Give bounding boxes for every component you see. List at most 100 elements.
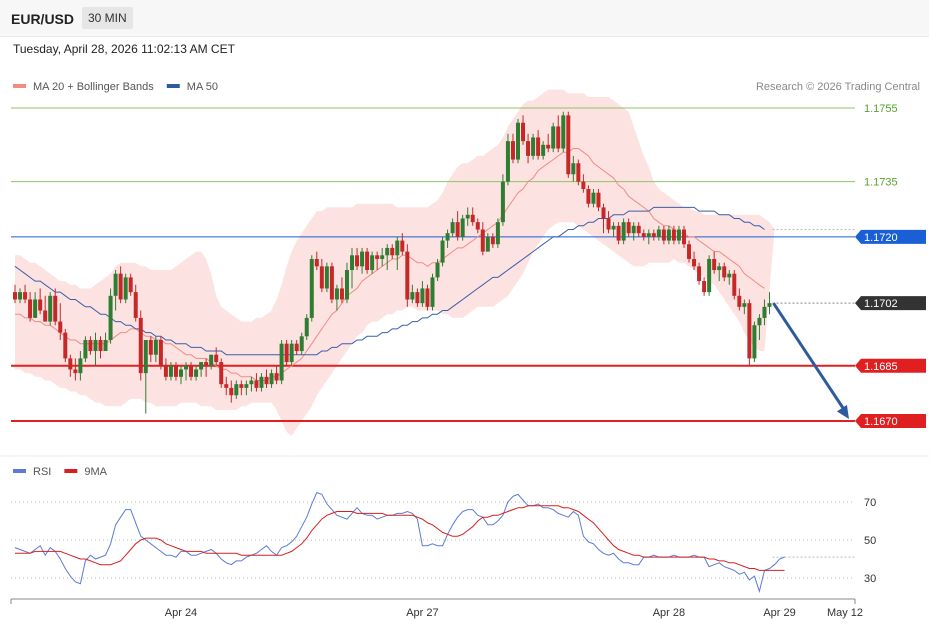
candle-body <box>168 365 173 377</box>
candle-body <box>224 384 229 388</box>
candle <box>591 189 596 208</box>
candle-body <box>284 343 289 363</box>
candle-body <box>83 339 88 359</box>
candle-body <box>118 273 123 300</box>
credit-text: Research © 2026 Trading Central <box>756 81 920 93</box>
candle-body <box>344 270 349 300</box>
candle-body <box>571 163 576 175</box>
candle <box>636 222 641 237</box>
rsi-legend-swatch <box>13 469 26 473</box>
candle <box>742 299 747 315</box>
candle-body <box>194 369 199 377</box>
candle <box>38 288 43 315</box>
candle <box>676 225 681 245</box>
candle <box>264 369 269 388</box>
candle-body <box>510 141 515 160</box>
candle <box>28 292 33 322</box>
candle <box>249 376 254 392</box>
candle <box>450 218 455 237</box>
candle <box>566 111 571 178</box>
x-tick-label: Apr 28 <box>653 607 685 619</box>
candle <box>189 362 194 381</box>
candle-body <box>661 229 666 241</box>
x-tick-label: Apr 29 <box>763 607 795 619</box>
candle <box>178 365 183 385</box>
rsi-legend-label: 9MA <box>84 466 107 478</box>
candle <box>646 229 651 245</box>
candle-body <box>702 281 707 293</box>
candle-body <box>184 365 189 370</box>
candle <box>88 336 93 355</box>
candle-body <box>279 343 284 381</box>
candle-body <box>541 144 546 156</box>
x-tick-label: May 12 <box>827 607 863 619</box>
candle <box>697 262 702 285</box>
candle-body <box>581 181 586 190</box>
candle-body <box>681 229 686 245</box>
candle <box>521 115 526 145</box>
candle-body <box>289 343 294 363</box>
candle-body <box>269 373 274 385</box>
candle-body <box>88 339 93 352</box>
candle-body <box>475 222 480 230</box>
candle-body <box>365 251 370 271</box>
timestamp: Tuesday, April 28, 2026 11:02:13 AM CET <box>13 42 235 56</box>
candle-body <box>591 192 596 204</box>
candle-body <box>93 339 98 352</box>
candle-body <box>526 141 531 156</box>
candle <box>656 225 661 241</box>
candle <box>611 222 616 237</box>
candle-body <box>189 365 194 377</box>
candle <box>551 122 556 153</box>
chart-header: EUR/USD 30 MIN <box>0 0 929 37</box>
candle <box>455 211 460 241</box>
candle <box>53 288 58 326</box>
candle <box>385 244 390 271</box>
candle <box>717 262 722 282</box>
candle-body <box>199 362 204 370</box>
candle-body <box>163 365 168 377</box>
candle <box>244 380 249 396</box>
candle-body <box>319 266 324 289</box>
legend-swatch <box>166 84 180 88</box>
candle-body <box>209 354 214 366</box>
candle <box>274 365 279 385</box>
candle <box>184 362 189 381</box>
candle-body <box>204 362 209 366</box>
candle <box>576 159 581 186</box>
candle <box>309 255 314 322</box>
candle-body <box>23 292 28 300</box>
rsi-legend-swatch <box>64 469 78 473</box>
candle-body <box>13 292 17 300</box>
candle <box>626 218 631 237</box>
candle-body <box>68 358 73 370</box>
candle <box>143 339 148 414</box>
candle-body <box>18 292 23 300</box>
candle-body <box>324 266 329 289</box>
candle-body <box>360 251 365 267</box>
projection-arrow <box>772 302 847 412</box>
candle-body <box>485 236 490 252</box>
candle <box>687 240 692 263</box>
interval-badge[interactable]: 30 MIN <box>82 7 133 29</box>
candle <box>601 203 606 234</box>
candle-body <box>470 214 475 223</box>
candle <box>304 314 309 340</box>
candle-body <box>490 236 495 245</box>
candle <box>475 218 480 234</box>
candle <box>490 233 495 248</box>
candle-body <box>304 317 309 337</box>
candle <box>128 273 133 296</box>
candle <box>254 373 259 392</box>
candle <box>712 251 717 274</box>
candle-body <box>747 303 752 359</box>
candle <box>651 229 656 241</box>
rsi-tick-label: 50 <box>864 535 876 547</box>
candle <box>163 358 168 381</box>
candle-body <box>762 306 767 318</box>
candle <box>204 358 209 377</box>
level-tag <box>855 414 926 428</box>
candle-body <box>334 288 339 300</box>
candle <box>284 339 289 366</box>
